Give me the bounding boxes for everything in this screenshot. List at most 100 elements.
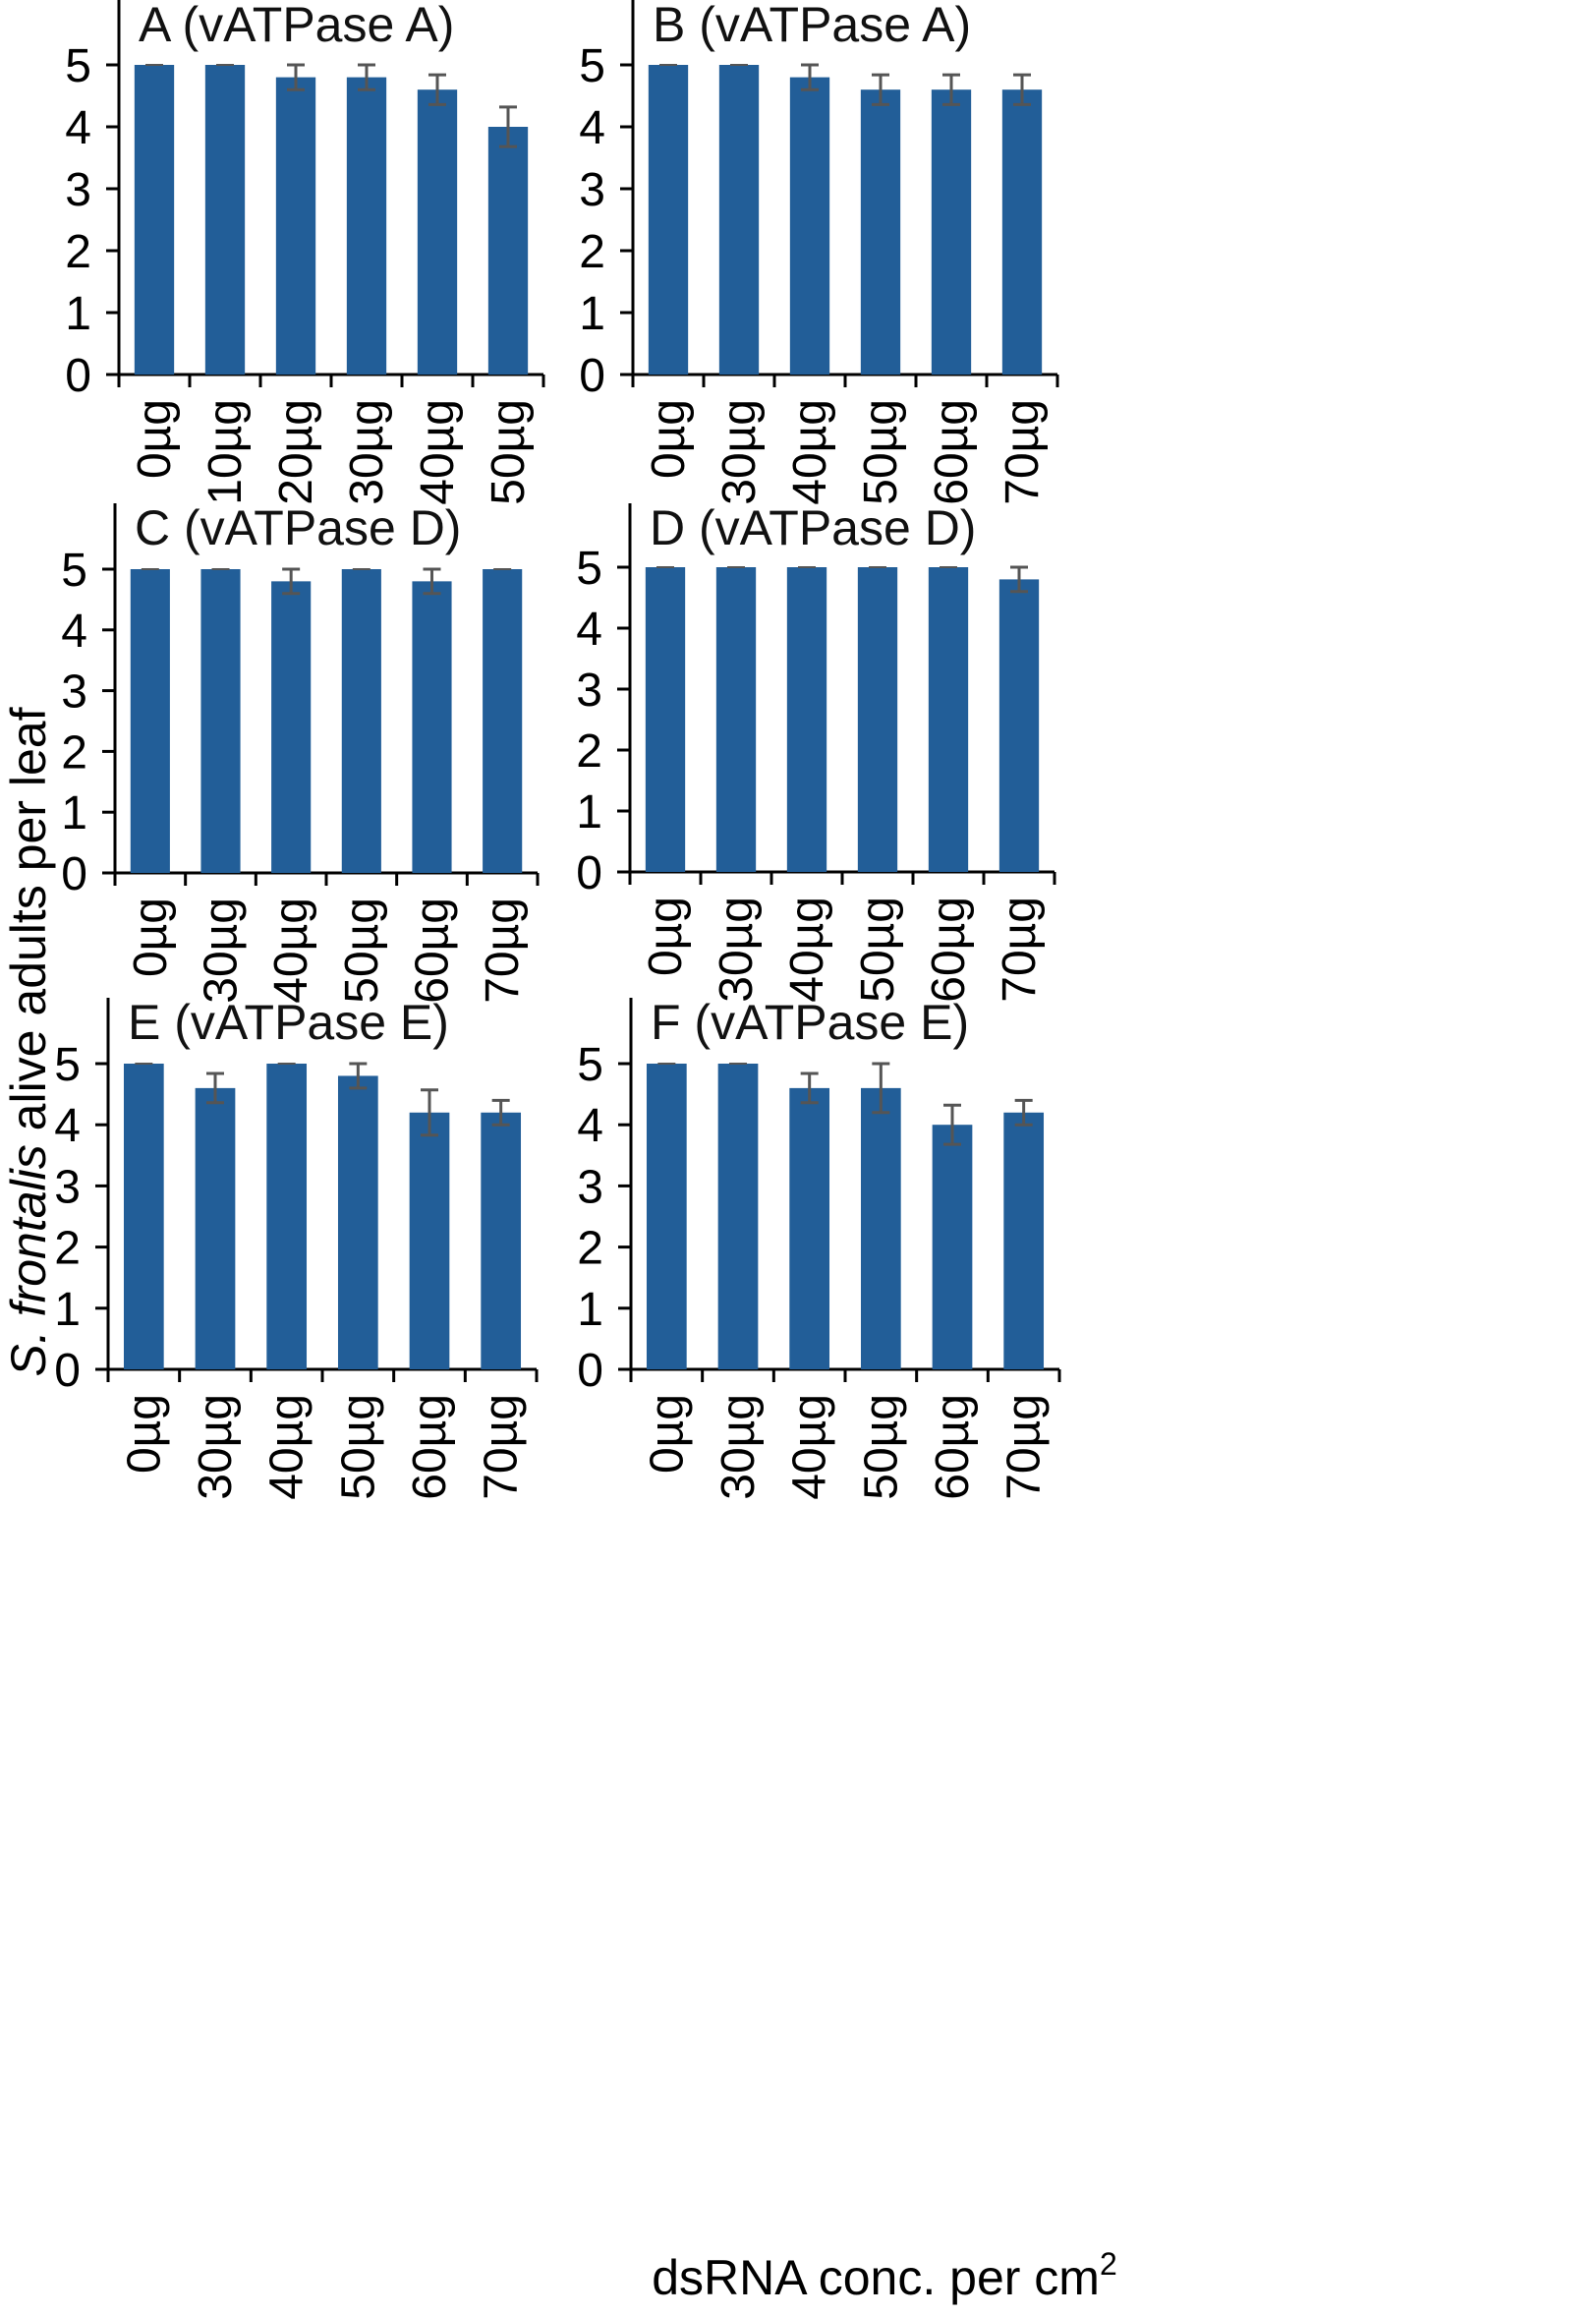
panel-f-y-tick-label: 0 bbox=[577, 1345, 603, 1397]
panel-c-y-tick-label: 1 bbox=[61, 787, 87, 840]
panel-f-bar bbox=[860, 1087, 901, 1369]
panel-b-y-tick-label: 5 bbox=[579, 40, 605, 92]
panel-f-bar bbox=[717, 1064, 759, 1369]
panel-a-y-tick-label: 4 bbox=[65, 102, 91, 154]
panel-d-y-tick-label: 2 bbox=[576, 725, 602, 778]
panel-b-y-tick-label: 2 bbox=[579, 226, 605, 278]
panel-d-bar bbox=[857, 567, 898, 872]
panel-f-y-tick-label: 5 bbox=[577, 1039, 603, 1091]
panel-d-y-tick-label: 1 bbox=[576, 786, 602, 839]
panel-b-bar bbox=[718, 65, 760, 375]
panel-b-y-tick-label: 1 bbox=[579, 288, 605, 340]
panel-c-x-tick-label: 50µg bbox=[336, 897, 388, 1004]
panel-c-bar bbox=[130, 569, 170, 873]
panel-a-bar bbox=[346, 77, 387, 375]
panel-b-x-tick-label: 0µg bbox=[643, 399, 695, 479]
panel-c-x-tick-label: 60µg bbox=[407, 897, 459, 1004]
panel-b-x-tick-label: 70µg bbox=[997, 399, 1049, 505]
panel-a-x-tick-label: 50µg bbox=[483, 399, 535, 505]
panel-d-y-tick-label: 3 bbox=[576, 665, 602, 717]
panel-b-bar bbox=[931, 89, 972, 375]
x-axis-label: dsRNA conc. per cm2 bbox=[652, 2246, 1117, 2305]
panel-e-y-tick-label: 1 bbox=[54, 1284, 81, 1336]
panel-e-x-tick-label: 40µg bbox=[261, 1394, 314, 1500]
panel-f-bar bbox=[1003, 1112, 1045, 1369]
panel-e-y-tick-label: 4 bbox=[54, 1100, 81, 1152]
panel-c-y-tick-label: 2 bbox=[61, 726, 87, 779]
panel-a-x-tick-label: 30µg bbox=[341, 399, 393, 505]
panel-e-x-tick-label: 50µg bbox=[332, 1394, 384, 1500]
panel-a-x-tick-label: 10µg bbox=[200, 399, 252, 505]
panel-b-y-tick-label: 4 bbox=[579, 102, 605, 154]
panel-a-bar bbox=[417, 89, 458, 375]
panel-c-y-tick-label: 4 bbox=[61, 606, 87, 658]
panel-d-x-tick-label: 40µg bbox=[781, 897, 833, 1003]
panel-b-x-tick-label: 40µg bbox=[784, 399, 836, 505]
panel-d-x-tick-label: 50µg bbox=[852, 897, 904, 1003]
panel-e-x-tick-label: 0µg bbox=[118, 1394, 170, 1474]
panel-d-y-tick-label: 4 bbox=[576, 604, 602, 656]
panel-b-y-tick-label: 3 bbox=[579, 164, 605, 216]
panel-a-y-tick-label: 0 bbox=[65, 350, 91, 402]
panel-f-title: F (vATPase E) bbox=[651, 995, 969, 1050]
panel-f-x-tick-label: 0µg bbox=[641, 1394, 693, 1474]
panel-a-bar bbox=[204, 65, 246, 375]
y-axis-label-rest: alive adults per leaf bbox=[1, 707, 56, 1144]
panel-f-bar bbox=[932, 1125, 973, 1369]
panel-d-bar bbox=[928, 567, 969, 872]
panel-b-x-tick-label: 60µg bbox=[926, 399, 978, 505]
panel-e-x-tick-label: 70µg bbox=[476, 1394, 528, 1500]
panel-c-title: C (vATPase D) bbox=[135, 500, 461, 555]
panel-d-y-tick-label: 5 bbox=[576, 543, 602, 595]
panel-a-y-tick-label: 2 bbox=[65, 226, 91, 278]
panel-d-bar bbox=[998, 579, 1040, 872]
panel-c-x-tick-label: 40µg bbox=[265, 897, 317, 1004]
panel-b-bar bbox=[1001, 89, 1043, 375]
y-axis-label-species: S. frontalis bbox=[1, 1144, 56, 1376]
panel-a-bar bbox=[134, 65, 175, 375]
panel-e-y-tick-label: 0 bbox=[54, 1345, 81, 1397]
panel-c-bar bbox=[271, 581, 312, 873]
panel-f-y-tick-label: 3 bbox=[577, 1161, 603, 1213]
panel-e-x-tick-label: 30µg bbox=[190, 1394, 242, 1500]
panel-c-bar bbox=[341, 569, 381, 873]
panel-f-bar bbox=[789, 1087, 830, 1369]
panel-f-x-tick-label: 60µg bbox=[927, 1394, 979, 1500]
panel-b-bar bbox=[648, 65, 689, 375]
x-axis-label-superscript: 2 bbox=[1100, 2246, 1117, 2282]
panel-a-title: A (vATPase A) bbox=[139, 0, 454, 52]
panel-e-bar bbox=[409, 1112, 450, 1369]
panel-e-y-tick-label: 2 bbox=[54, 1223, 81, 1275]
panel-d-x-tick-label: 0µg bbox=[640, 897, 692, 976]
y-axis-label: S. frontalis alive adults per leaf bbox=[1, 707, 56, 1376]
panel-e-bar bbox=[266, 1064, 308, 1369]
panel-e-bar bbox=[123, 1064, 164, 1369]
panel-d-bar bbox=[786, 567, 827, 872]
panel-f-x-tick-label: 40µg bbox=[784, 1394, 836, 1500]
panel-b-bar bbox=[789, 77, 830, 375]
panel-c-bar bbox=[200, 569, 241, 873]
panel-f-x-tick-label: 50µg bbox=[855, 1394, 907, 1500]
panel-b-y-tick-label: 0 bbox=[579, 350, 605, 402]
panel-f-y-tick-label: 2 bbox=[577, 1223, 603, 1275]
panel-a-x-tick-label: 0µg bbox=[129, 399, 181, 479]
panel-c-bar bbox=[483, 569, 523, 873]
panel-f-y-tick-label: 4 bbox=[577, 1100, 603, 1152]
panel-a-x-tick-label: 40µg bbox=[412, 399, 464, 505]
panel-a-y-tick-label: 1 bbox=[65, 288, 91, 340]
panel-d-bar bbox=[645, 567, 686, 872]
panel-c-y-tick-label: 3 bbox=[61, 666, 87, 719]
panel-f-x-tick-label: 70µg bbox=[998, 1394, 1051, 1500]
panel-d-x-tick-label: 60µg bbox=[923, 897, 975, 1003]
panel-b-x-tick-label: 30µg bbox=[713, 399, 766, 505]
panel-e-x-tick-label: 60µg bbox=[404, 1394, 456, 1500]
panel-f-y-tick-label: 1 bbox=[577, 1284, 603, 1336]
x-axis-label-main: dsRNA conc. per cm bbox=[652, 2250, 1100, 2305]
panel-b-x-tick-label: 50µg bbox=[855, 399, 907, 505]
